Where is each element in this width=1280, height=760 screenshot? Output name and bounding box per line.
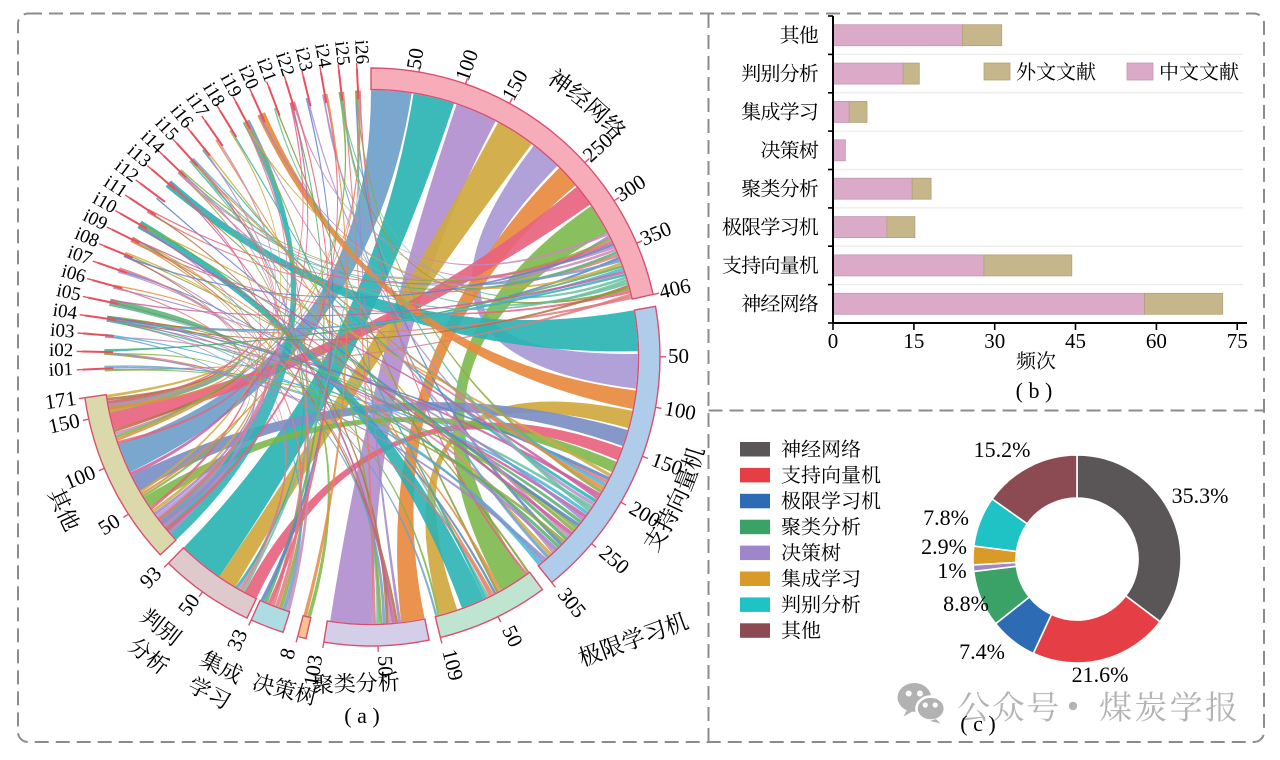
svg-text:i02: i02 (49, 340, 74, 361)
svg-text:30: 30 (984, 329, 1005, 353)
svg-text:1%: 1% (937, 558, 966, 583)
svg-text:60: 60 (1146, 329, 1167, 353)
svg-text:2.9%: 2.9% (921, 534, 967, 559)
svg-text:0: 0 (828, 329, 839, 353)
svg-text:15.2%: 15.2% (974, 437, 1031, 462)
svg-text:7.4%: 7.4% (959, 639, 1005, 664)
svg-text:50: 50 (373, 655, 398, 677)
svg-text:i26: i26 (350, 39, 372, 64)
svg-text:171: 171 (43, 386, 78, 414)
svg-text:45: 45 (1065, 329, 1086, 353)
svg-text:103: 103 (299, 653, 328, 688)
svg-text:50: 50 (668, 344, 689, 368)
svg-text:( c ): ( c ) (960, 711, 995, 736)
svg-text:8.8%: 8.8% (943, 591, 989, 616)
svg-text:i25: i25 (330, 40, 354, 66)
svg-text:35.3%: 35.3% (1172, 483, 1229, 508)
svg-text:i01: i01 (48, 359, 73, 381)
svg-text:21.6%: 21.6% (1072, 662, 1129, 687)
svg-text:15: 15 (903, 329, 924, 353)
svg-text:( a ): ( a ) (344, 703, 379, 728)
svg-text:50: 50 (401, 46, 428, 71)
svg-text:( b ): ( b ) (1016, 378, 1053, 403)
svg-text:7.8%: 7.8% (923, 505, 969, 530)
svg-text:75: 75 (1227, 329, 1248, 353)
